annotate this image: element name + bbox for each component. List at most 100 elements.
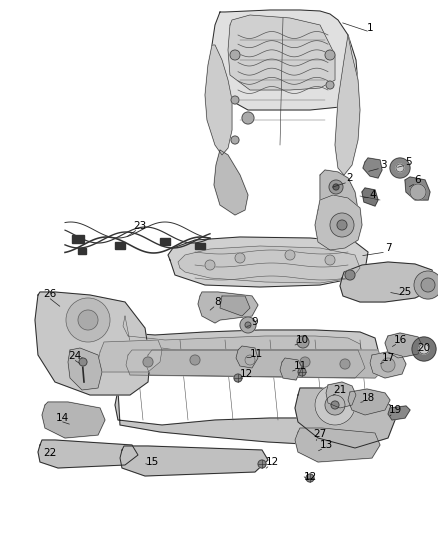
Circle shape — [306, 474, 314, 482]
Circle shape — [242, 112, 254, 124]
Circle shape — [231, 96, 239, 104]
Circle shape — [329, 180, 343, 194]
Polygon shape — [326, 382, 356, 408]
Circle shape — [245, 355, 255, 365]
Text: 18: 18 — [361, 393, 374, 403]
Polygon shape — [168, 237, 368, 287]
Circle shape — [285, 250, 295, 260]
Circle shape — [300, 357, 310, 367]
Text: 25: 25 — [399, 287, 412, 297]
Circle shape — [230, 50, 240, 60]
Polygon shape — [295, 388, 395, 448]
Polygon shape — [38, 440, 138, 468]
Circle shape — [258, 460, 266, 468]
Circle shape — [421, 278, 435, 292]
Text: 12: 12 — [304, 472, 317, 482]
Polygon shape — [295, 428, 380, 462]
Polygon shape — [405, 177, 430, 200]
Circle shape — [333, 184, 339, 190]
Text: 20: 20 — [417, 343, 431, 353]
Polygon shape — [340, 262, 435, 302]
Polygon shape — [320, 170, 358, 232]
Polygon shape — [212, 10, 358, 110]
Circle shape — [340, 359, 350, 369]
Polygon shape — [108, 310, 378, 368]
Circle shape — [143, 357, 153, 367]
Text: 19: 19 — [389, 405, 402, 415]
Text: 6: 6 — [415, 175, 421, 185]
Polygon shape — [280, 358, 302, 380]
Bar — [160, 238, 170, 245]
Polygon shape — [362, 188, 378, 206]
Text: 4: 4 — [370, 190, 376, 200]
Polygon shape — [146, 350, 385, 378]
Polygon shape — [370, 352, 406, 378]
Text: 1: 1 — [367, 23, 373, 33]
Text: 8: 8 — [215, 297, 221, 307]
Text: 15: 15 — [145, 457, 159, 467]
Polygon shape — [315, 195, 362, 250]
Text: 27: 27 — [313, 429, 327, 439]
Text: 12: 12 — [265, 457, 279, 467]
Circle shape — [231, 136, 239, 144]
Circle shape — [325, 395, 345, 415]
Circle shape — [381, 358, 395, 372]
Polygon shape — [205, 45, 232, 155]
Polygon shape — [236, 346, 258, 368]
Text: 10: 10 — [296, 335, 308, 345]
Circle shape — [345, 270, 355, 280]
Text: 23: 23 — [134, 221, 147, 231]
Circle shape — [331, 401, 339, 409]
Text: 5: 5 — [405, 157, 411, 167]
Polygon shape — [115, 390, 378, 445]
Circle shape — [390, 158, 410, 178]
Circle shape — [325, 50, 335, 60]
Polygon shape — [220, 296, 250, 316]
Circle shape — [245, 322, 251, 328]
Text: 22: 22 — [43, 448, 57, 458]
Polygon shape — [123, 316, 362, 368]
Circle shape — [337, 220, 347, 230]
Polygon shape — [228, 15, 335, 90]
Circle shape — [419, 344, 429, 354]
Circle shape — [66, 298, 110, 342]
Circle shape — [326, 81, 334, 89]
Text: 7: 7 — [385, 243, 391, 253]
Text: 14: 14 — [55, 413, 69, 423]
Circle shape — [205, 260, 215, 270]
Polygon shape — [348, 389, 390, 415]
Circle shape — [297, 336, 309, 348]
Polygon shape — [35, 292, 150, 395]
Circle shape — [190, 355, 200, 365]
Text: 16: 16 — [393, 335, 406, 345]
Circle shape — [79, 358, 87, 366]
Text: 21: 21 — [333, 385, 346, 395]
Text: 17: 17 — [381, 353, 395, 363]
Bar — [195, 243, 205, 249]
Text: 11: 11 — [293, 361, 307, 371]
Circle shape — [78, 310, 98, 330]
Circle shape — [330, 213, 354, 237]
Circle shape — [325, 255, 335, 265]
Polygon shape — [363, 158, 382, 178]
Text: 11: 11 — [249, 349, 263, 359]
Text: 2: 2 — [347, 173, 353, 183]
Polygon shape — [388, 406, 410, 420]
Text: 12: 12 — [240, 369, 253, 379]
Circle shape — [298, 368, 306, 376]
Circle shape — [396, 164, 404, 172]
Circle shape — [315, 385, 355, 425]
Polygon shape — [214, 150, 248, 215]
Polygon shape — [335, 35, 360, 175]
Polygon shape — [126, 350, 365, 378]
Circle shape — [412, 337, 436, 361]
Polygon shape — [198, 292, 258, 323]
Circle shape — [234, 374, 242, 382]
Circle shape — [410, 184, 426, 200]
Polygon shape — [178, 246, 360, 283]
Circle shape — [235, 253, 245, 263]
Bar — [115, 242, 125, 249]
Circle shape — [240, 317, 256, 333]
Bar — [78, 248, 86, 254]
Text: 26: 26 — [43, 289, 57, 299]
